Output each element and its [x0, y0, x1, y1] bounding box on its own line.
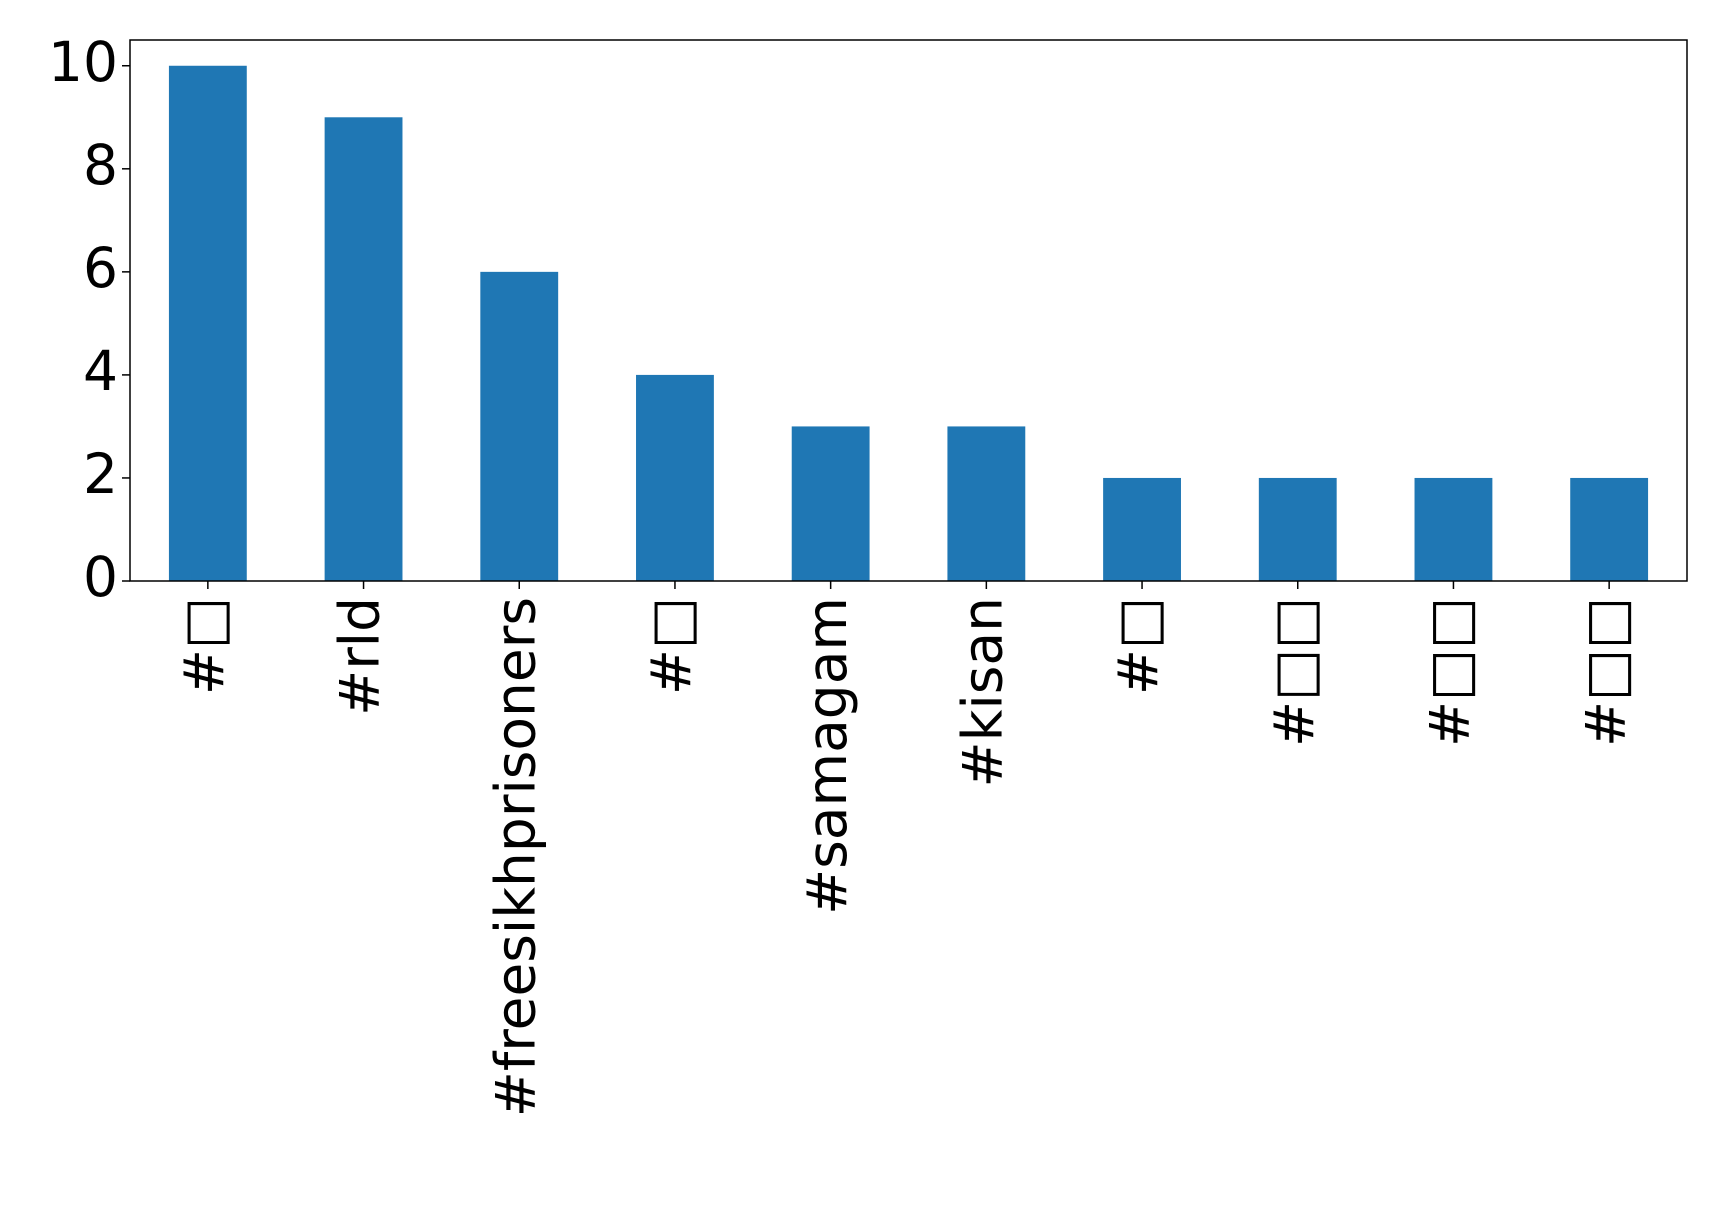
x-tick-label: #□ — [639, 597, 703, 695]
bar — [947, 426, 1026, 581]
x-tick-label: #□ — [1106, 597, 1170, 695]
y-tick-label: 8 — [83, 133, 118, 197]
bar — [1414, 477, 1493, 581]
x-tick-label: #□□ — [1573, 597, 1637, 747]
bar — [480, 271, 559, 581]
y-tick-label: 0 — [83, 545, 118, 609]
x-tick-label: #□□ — [1418, 597, 1482, 747]
bar — [168, 65, 247, 581]
x-tick-label: #□ — [172, 597, 236, 695]
bar — [1103, 477, 1181, 581]
x-tick-label: #rld — [328, 597, 392, 716]
y-tick-label: 10 — [48, 30, 118, 94]
y-tick-label: 6 — [83, 236, 118, 300]
x-tick-label: #□□ — [1262, 597, 1326, 747]
x-tick-label: #kisan — [950, 597, 1014, 787]
bar — [1258, 477, 1337, 581]
bar — [1570, 477, 1649, 581]
bar — [636, 374, 714, 581]
y-tick-label: 4 — [83, 339, 118, 403]
y-tick-label: 2 — [83, 442, 118, 506]
x-tick-label: #samagam — [795, 597, 859, 915]
plot-frame — [129, 39, 1688, 582]
bar — [791, 426, 870, 581]
bar — [324, 117, 403, 582]
x-tick-label: #freesikhprisoners — [483, 597, 547, 1117]
